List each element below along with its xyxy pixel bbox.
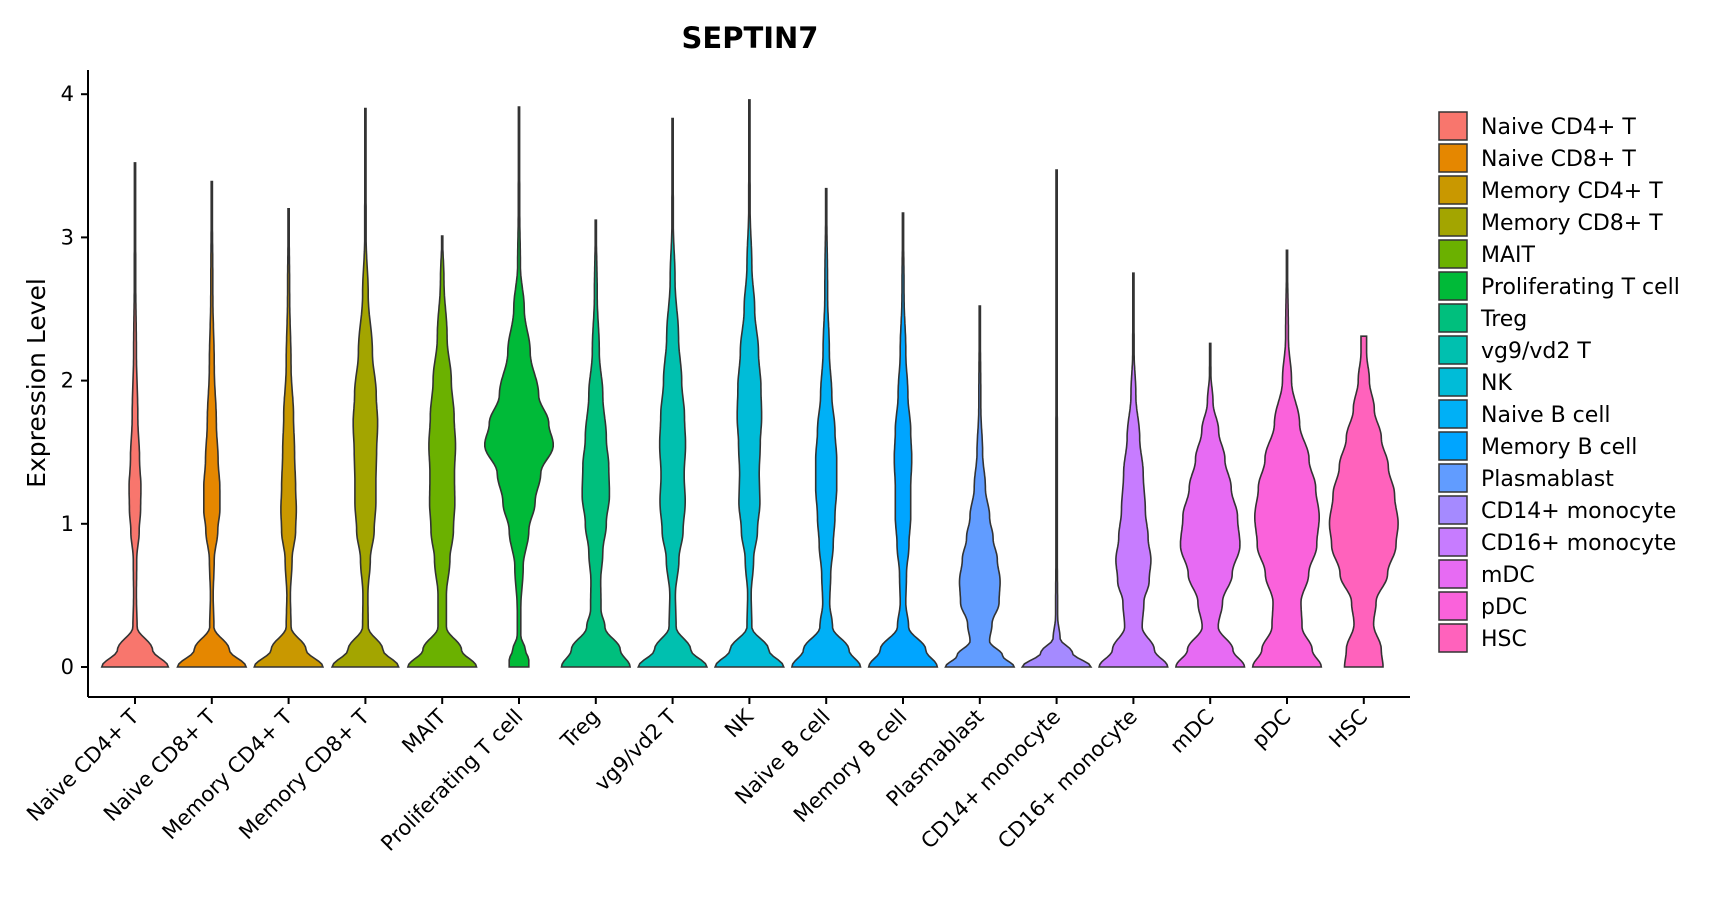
violin-memory-cd8-t [330,107,400,668]
violin-mdc [1174,342,1246,668]
x-tick-label: Memory CD4+ T [158,704,298,844]
legend-swatch [1438,239,1468,269]
x-tick-label: Proliferating T cell [376,705,527,856]
legend-swatch [1438,271,1468,301]
violin-naive-b-cell [790,187,862,668]
y-axis-title: Expression Level [22,278,51,488]
violin-plasmablast [944,305,1016,668]
y-axis-ticks: 0 1 2 3 4 [61,82,88,679]
legend-label: Naive CD8+ T [1481,147,1636,172]
legend-swatch [1438,527,1468,557]
violin-pdc [1251,249,1323,668]
x-tick-label: HSC [1324,705,1372,753]
violin-hsc [1328,335,1399,668]
violin-proliferating-t-cell [484,106,554,668]
x-tick-label: CD16+ monocyte [993,705,1142,854]
legend-label: Plasmablast [1481,467,1614,492]
violins-group [100,99,1399,668]
legend-swatch [1438,623,1468,653]
y-tick-label: 2 [61,369,74,393]
violin-nk [713,99,785,668]
x-tick-label: pDC [1247,705,1295,753]
y-tick-label: 1 [61,512,74,536]
y-tick-label: 3 [61,225,74,249]
legend-label: HSC [1481,627,1527,652]
legend-swatch [1438,495,1468,525]
violin-naive-cd4-t [100,162,170,668]
legend-label: pDC [1481,595,1527,620]
chart-title: SEPTIN7 [682,21,819,55]
legend-swatch [1438,335,1468,365]
legend-label: Naive CD4+ T [1481,115,1636,140]
legend-swatch [1438,367,1468,397]
legend-label: vg9/vd2 T [1481,339,1591,364]
x-tick-label: NK [720,704,759,743]
violin-cd16-monocyte [1098,272,1169,668]
y-tick-label: 4 [61,82,74,106]
legend-swatch [1438,143,1468,173]
violin-mait [406,235,478,668]
x-tick-label: MAIT [397,704,451,758]
legend-label: Memory CD8+ T [1481,211,1663,236]
legend-label: MAIT [1481,243,1536,268]
legend-label: Memory CD4+ T [1481,179,1663,204]
x-tick-label: mDC [1165,705,1218,758]
legend-label: CD14+ monocyte [1481,499,1676,524]
violin-naive-cd8-t [176,180,248,668]
violin-treg [560,219,632,668]
legend: Naive CD4+ T Naive CD8+ T Memory CD4+ T Mem… [1438,111,1680,653]
legend-swatch [1438,463,1468,493]
x-tick-label: CD14+ monocyte [916,705,1065,854]
legend-label: Memory B cell [1481,435,1637,460]
legend-swatch [1438,175,1468,205]
legend-label: CD16+ monocyte [1481,531,1676,556]
legend-swatch [1438,399,1468,429]
legend-label: Treg [1480,307,1527,332]
y-tick-label: 0 [61,655,74,679]
violin-vg9-vd2-t [637,117,709,668]
legend-swatch [1438,559,1468,589]
violin-memory-cd4-t [253,208,325,668]
legend-swatch [1438,111,1468,141]
x-tick-label: vg9/vd2 T [590,704,681,795]
x-tick-label: Treg [555,705,604,754]
legend-label: Naive B cell [1481,403,1611,428]
x-tick-label: Memory CD8+ T [234,704,374,844]
violin-memory-b-cell [867,212,939,668]
violin-cd14-monocyte [1020,169,1093,668]
legend-swatch [1438,431,1468,461]
legend-label: Proliferating T cell [1481,275,1680,300]
legend-swatch [1438,207,1468,237]
legend-swatch [1438,591,1468,621]
legend-label: NK [1481,371,1512,396]
legend-swatch [1438,303,1468,333]
legend-label: mDC [1481,563,1535,588]
